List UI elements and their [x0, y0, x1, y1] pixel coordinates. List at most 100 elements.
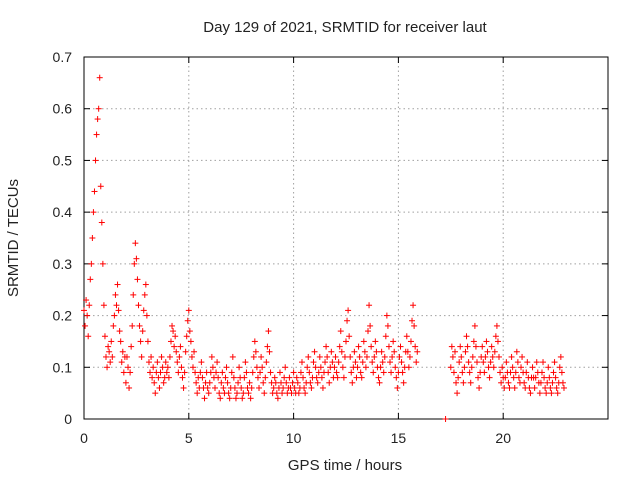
data-point	[150, 364, 157, 371]
data-point	[538, 369, 545, 376]
data-point	[379, 359, 386, 366]
data-point	[218, 379, 225, 386]
data-point	[380, 369, 387, 376]
data-point	[156, 384, 163, 391]
data-point	[178, 364, 185, 371]
data-point	[353, 374, 360, 381]
data-point	[343, 338, 349, 345]
data-point	[545, 364, 552, 371]
data-point	[494, 338, 501, 345]
data-point	[125, 364, 132, 371]
data-point	[311, 348, 318, 355]
data-point	[91, 188, 98, 195]
data-point	[385, 343, 392, 350]
data-point	[366, 302, 373, 309]
data-point	[133, 255, 140, 262]
data-point	[171, 343, 178, 350]
data-point	[329, 359, 336, 366]
data-point	[413, 359, 420, 366]
data-point	[145, 359, 152, 366]
data-point	[484, 348, 491, 355]
data-point	[559, 379, 566, 386]
data-point	[532, 374, 539, 381]
data-point	[556, 364, 563, 371]
data-point	[199, 374, 206, 381]
data-point	[543, 390, 550, 397]
data-point	[220, 384, 227, 391]
data-point	[344, 317, 351, 324]
data-point	[391, 348, 398, 355]
data-point	[322, 359, 329, 366]
data-point	[157, 369, 164, 376]
data-point	[274, 395, 281, 402]
data-point	[176, 353, 183, 360]
data-point	[83, 297, 90, 304]
x-tick-label: 15	[391, 430, 407, 446]
data-point	[295, 390, 302, 397]
data-points	[81, 74, 567, 422]
data-point	[376, 379, 383, 386]
data-point	[272, 379, 279, 386]
data-point	[363, 353, 370, 360]
data-point	[209, 364, 216, 371]
data-point	[117, 338, 124, 345]
data-point	[339, 364, 346, 371]
data-point	[147, 369, 154, 376]
data-point	[531, 384, 538, 391]
data-point	[128, 343, 135, 350]
data-point	[134, 276, 141, 283]
data-point	[88, 260, 95, 267]
data-point	[552, 374, 559, 381]
data-point	[206, 379, 213, 386]
data-point	[177, 343, 184, 350]
data-point	[407, 338, 414, 345]
data-point	[253, 364, 260, 371]
data-point	[97, 183, 104, 190]
data-point	[99, 260, 106, 267]
data-point	[85, 333, 92, 340]
data-point	[302, 390, 309, 397]
data-point	[169, 322, 176, 329]
data-point	[305, 353, 312, 360]
data-point	[109, 353, 116, 360]
x-axis-label: GPS time / hours	[288, 457, 402, 474]
data-point	[515, 374, 522, 381]
data-point	[270, 384, 277, 391]
data-point	[222, 374, 229, 381]
data-point	[273, 390, 280, 397]
data-point	[527, 390, 534, 397]
data-point	[334, 374, 341, 381]
data-point	[252, 348, 259, 355]
data-point	[384, 322, 391, 329]
data-point	[297, 369, 304, 376]
data-point	[224, 379, 231, 386]
data-point	[560, 384, 567, 391]
y-tick-label: 0.6	[53, 101, 73, 117]
data-point	[163, 369, 170, 376]
data-point	[553, 384, 560, 391]
data-point	[160, 379, 167, 386]
data-point	[468, 364, 475, 371]
data-point	[104, 364, 111, 371]
data-point	[188, 353, 195, 360]
data-point	[557, 353, 564, 360]
data-point	[122, 379, 129, 386]
data-point	[521, 379, 528, 386]
data-point	[187, 338, 194, 345]
data-point	[112, 291, 119, 298]
data-point	[113, 302, 120, 309]
data-point	[512, 369, 519, 376]
data-point	[542, 384, 549, 391]
data-point	[141, 291, 148, 298]
data-point	[300, 374, 307, 381]
data-point	[143, 312, 150, 319]
data-point	[174, 359, 181, 366]
data-point	[103, 353, 110, 360]
data-point	[397, 343, 404, 350]
data-point	[291, 384, 298, 391]
data-point	[254, 374, 261, 381]
data-point	[471, 322, 478, 329]
data-point	[278, 379, 285, 386]
data-point	[197, 369, 204, 376]
data-point	[101, 333, 108, 340]
